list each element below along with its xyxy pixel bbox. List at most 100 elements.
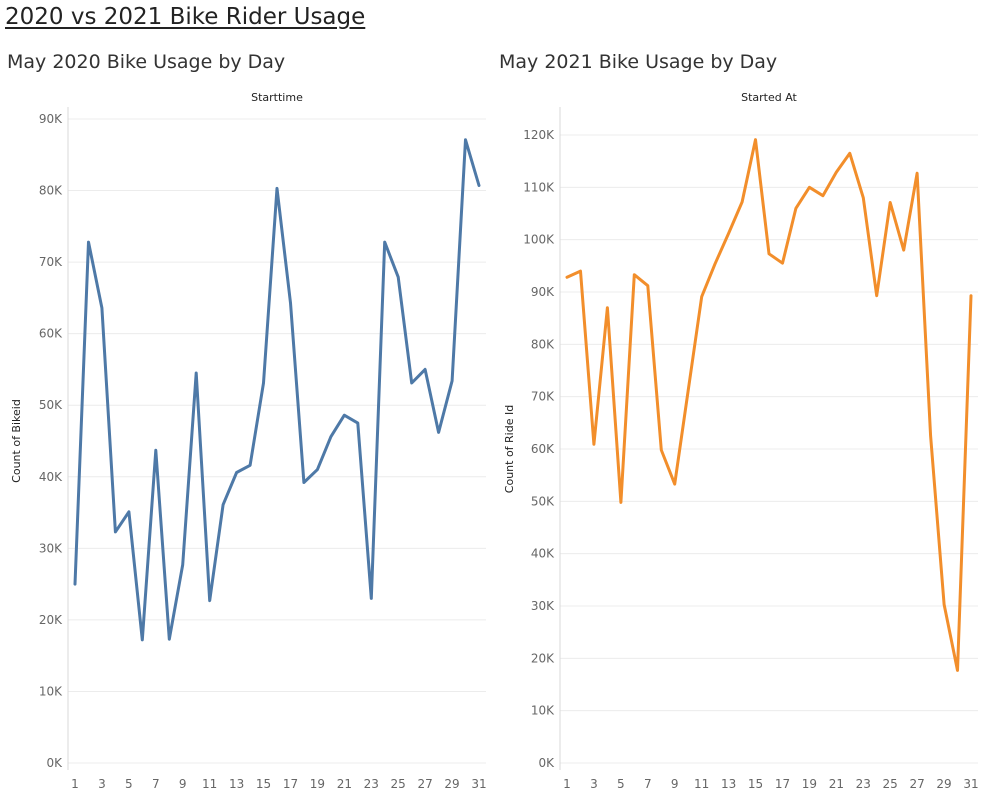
data-point-2021-day-27	[916, 172, 919, 175]
x-tick-label-2021-13: 27	[909, 777, 924, 791]
y-tick-label-2021-12: 120K	[523, 128, 555, 142]
y-tick-label-2021-8: 80K	[531, 337, 555, 351]
x-tick-label-2021-6: 13	[721, 777, 736, 791]
x-tick-label-2021-0: 1	[563, 777, 571, 791]
data-point-2020-day-12	[222, 503, 225, 506]
x-tick-label-2020-3: 7	[152, 777, 160, 791]
x-tick-label-2020-1: 3	[98, 777, 106, 791]
y-tick-label-2020-3: 30K	[39, 541, 63, 555]
y-tick-label-2021-5: 50K	[531, 494, 555, 508]
x-tick-label-2021-15: 31	[963, 777, 978, 791]
x-tick-label-2021-14: 29	[936, 777, 951, 791]
x-tick-label-2020-5: 11	[202, 777, 217, 791]
y-tick-label-2020-1: 10K	[39, 684, 63, 698]
data-point-2021-day-20	[821, 194, 824, 197]
data-point-2020-day-14	[249, 464, 252, 467]
data-point-2020-day-29	[451, 379, 454, 382]
y-tick-label-2020-4: 40K	[39, 470, 63, 484]
data-point-2021-day-10	[687, 389, 690, 392]
data-point-2020-day-19	[316, 468, 319, 471]
x-tick-label-2021-2: 5	[617, 777, 625, 791]
x-tick-label-2021-12: 25	[883, 777, 898, 791]
column-header-2020: Starttime	[251, 91, 303, 104]
y-tick-label-2020-7: 70K	[39, 255, 63, 269]
data-point-2020-day-23	[370, 597, 373, 600]
data-point-2021-day-4	[606, 306, 609, 309]
y-tick-label-2020-0: 0K	[46, 756, 63, 770]
y-tick-label-2021-10: 100K	[523, 233, 555, 247]
x-tick-label-2020-4: 9	[179, 777, 187, 791]
y-tick-label-2020-2: 20K	[39, 613, 63, 627]
data-point-2021-day-8	[660, 449, 663, 452]
data-point-2020-day-3	[100, 306, 103, 309]
y-tick-label-2021-1: 10K	[531, 704, 555, 718]
data-point-2021-day-12	[714, 262, 717, 265]
data-point-2021-day-16	[768, 252, 771, 255]
data-point-2020-day-11	[208, 599, 211, 602]
x-tick-label-2021-11: 23	[856, 777, 871, 791]
y-tick-label-2021-4: 40K	[531, 547, 555, 561]
x-tick-label-2020-14: 29	[444, 777, 459, 791]
data-point-2020-day-17	[289, 301, 292, 304]
data-point-2021-day-6	[633, 273, 636, 276]
data-point-2021-day-28	[929, 434, 932, 437]
data-point-2020-day-6	[141, 638, 144, 641]
data-point-2020-day-7	[154, 449, 157, 452]
data-point-2020-day-10	[195, 372, 198, 375]
data-point-2020-day-26	[410, 382, 413, 385]
data-point-2020-day-9	[181, 563, 184, 566]
data-point-2021-day-5	[619, 501, 622, 504]
data-point-2020-day-15	[262, 382, 265, 385]
x-tick-label-2020-2: 5	[125, 777, 133, 791]
x-tick-label-2020-15: 31	[471, 777, 486, 791]
column-header-2021: Started At	[741, 91, 797, 104]
y-tick-label-2021-7: 70K	[531, 390, 555, 404]
data-point-2020-day-8	[168, 638, 171, 641]
y-tick-label-2021-2: 20K	[531, 651, 555, 665]
x-tick-label-2020-13: 27	[417, 777, 432, 791]
x-tick-label-2020-8: 17	[283, 777, 298, 791]
data-point-2021-day-23	[862, 196, 865, 199]
y-tick-label-2021-9: 90K	[531, 285, 555, 299]
x-tick-label-2020-6: 13	[229, 777, 244, 791]
dashboard-title: 2020 vs 2021 Bike Rider Usage	[5, 4, 366, 30]
data-point-2021-day-31	[970, 294, 973, 297]
data-point-2021-day-13	[727, 232, 730, 235]
data-point-2021-day-9	[673, 483, 676, 486]
data-point-2020-day-27	[424, 368, 427, 371]
data-point-2021-day-30	[956, 669, 959, 672]
data-point-2020-day-21	[343, 414, 346, 417]
y-tick-label-2021-0: 0K	[538, 756, 555, 770]
data-point-2021-day-2	[579, 270, 582, 273]
x-tick-label-2020-10: 21	[337, 777, 352, 791]
series-line-2021	[565, 138, 973, 672]
data-point-2021-day-11	[700, 295, 703, 298]
data-point-2020-day-5	[127, 510, 130, 513]
data-point-2021-day-1	[566, 276, 569, 279]
y-tick-label-2020-6: 60K	[39, 327, 63, 341]
y-tick-label-2020-9: 90K	[39, 112, 63, 126]
y-axis-title-2020: Count of Bikeid	[10, 399, 23, 483]
x-tick-label-2021-9: 19	[802, 777, 817, 791]
data-point-2020-day-4	[114, 530, 117, 533]
x-tick-label-2021-1: 3	[590, 777, 598, 791]
data-point-2021-day-19	[808, 186, 811, 189]
data-point-2021-day-18	[794, 207, 797, 210]
y-axis-title-2021: Count of Ride Id	[503, 405, 516, 493]
data-point-2020-day-22	[356, 422, 359, 425]
data-point-2021-day-29	[943, 603, 946, 606]
x-tick-label-2021-8: 17	[775, 777, 790, 791]
data-point-2021-day-14	[741, 200, 744, 203]
data-point-2021-day-25	[889, 201, 892, 204]
x-tick-label-2020-11: 23	[364, 777, 379, 791]
data-point-2020-day-31	[478, 184, 481, 187]
data-point-2020-day-25	[397, 276, 400, 279]
chart-title-2021: May 2021 Bike Usage by Day	[499, 51, 778, 73]
data-point-2020-day-16	[276, 187, 279, 190]
data-point-2020-day-18	[302, 481, 305, 484]
data-point-2021-day-15	[754, 138, 757, 141]
x-tick-label-2020-0: 1	[71, 777, 79, 791]
y-tick-label-2020-8: 80K	[39, 184, 63, 198]
data-point-2021-day-21	[835, 171, 838, 174]
x-tick-label-2020-7: 15	[256, 777, 271, 791]
